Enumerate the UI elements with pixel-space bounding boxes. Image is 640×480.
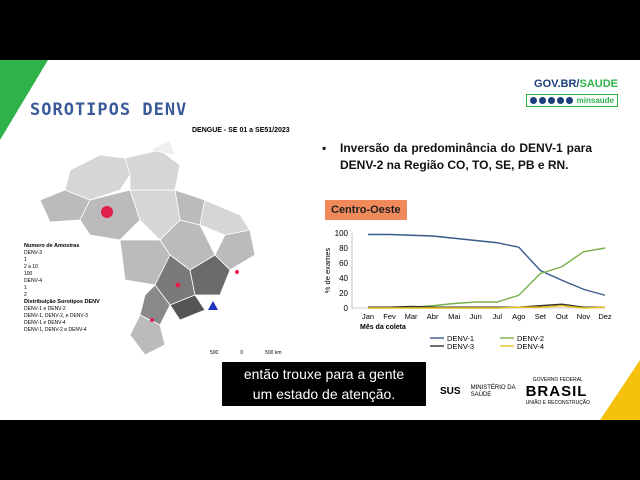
y-tick-label: 20 <box>339 289 348 298</box>
x-tick-label: Set <box>535 312 547 321</box>
social-handles: minsaude <box>525 94 618 107</box>
map-scale-labels: 500 0 500 km <box>210 350 282 356</box>
scale-label: 0 <box>240 350 244 356</box>
bullet-text: Inversão da predominância do DENV-1 para… <box>340 141 592 172</box>
ministry-logo: MINISTÉRIO DA SAÚDE <box>471 385 516 399</box>
series-line-denv-4 <box>368 305 606 309</box>
legend-denv4-label: DENV-4 <box>24 278 43 284</box>
federal-government-logo: GOVERNO FEDERAL BRASIL UNIÃO E RECONSTRU… <box>526 377 590 406</box>
tiktok-icon <box>565 97 573 104</box>
series-line-denv-2 <box>368 247 606 308</box>
gov-url-suffix: SAUDE <box>579 78 618 90</box>
legend-denv3-item: 2 a 10 <box>24 264 38 270</box>
y-tick-label: 100 <box>335 229 349 238</box>
legend-label: DENV-1 <box>447 334 474 343</box>
gf-top-text: GOVERNO FEDERAL <box>532 377 583 383</box>
ministry-line2: SAÚDE <box>470 391 492 398</box>
scale-label: 500 km <box>265 350 282 356</box>
legend-dist-item: DENV-1, DENV-2 e DENV-4 <box>24 327 87 333</box>
legend-dist-item: DENV-1 e DENV-4 <box>24 320 66 326</box>
facebook-icon <box>529 97 537 104</box>
legend-denv3-item: 1 <box>24 257 27 263</box>
map-legend: Numero de Amostras DENV-3 1 2 a 10 100 D… <box>24 243 100 334</box>
ministry-line1: MINISTÉRIO DA <box>470 384 516 391</box>
gf-bottom-text: UNIÃO E RECONSTRUÇÃO <box>525 400 591 406</box>
y-tick-label: 40 <box>339 274 348 283</box>
yellow-corner-decoration <box>600 360 640 420</box>
legend-label: DENV-4 <box>517 342 544 351</box>
y-tick-label: 60 <box>339 259 348 268</box>
x-tick-label: Mai <box>448 312 460 321</box>
legend-label: DENV-3 <box>447 342 474 351</box>
denv3-marker <box>150 318 154 322</box>
instagram-icon <box>538 97 546 104</box>
x-tick-label: Mar <box>405 312 418 321</box>
legend-denv4-item: 2 <box>24 292 27 298</box>
denv3-marker <box>101 206 113 218</box>
denv3-marker <box>235 270 239 274</box>
y-axis-label: % de exames <box>323 248 332 294</box>
region-badge: Centro-Oeste <box>325 200 407 220</box>
legend-denv4-item: 1 <box>24 285 27 291</box>
y-tick-label: 0 <box>344 304 349 313</box>
legend-dist-label: Distribuição Sorotipos DENV <box>24 299 100 305</box>
gov-url-prefix: GOV.BR/ <box>534 78 580 90</box>
x-tick-label: Nov <box>577 312 591 321</box>
denv4-marker <box>208 301 218 310</box>
bullet-icon: ▪ <box>322 141 327 155</box>
social-handle: minsaude <box>576 96 614 105</box>
x-tick-label: Fev <box>383 312 396 321</box>
legend-dist-item: DENV-1, DENV-2, e DENV-3 <box>24 313 88 319</box>
legend-dist-item: DENV-1 e DENV-2 <box>24 306 66 312</box>
map-state <box>189 254 231 296</box>
map-title: DENGUE - SE 01 a SE51/2023 <box>192 127 290 134</box>
map-state <box>169 294 206 321</box>
brazil-map <box>39 139 256 356</box>
map-state <box>214 229 256 271</box>
footer-logos: SUS MINISTÉRIO DA SAÚDE GOVERNO FEDERAL … <box>440 377 590 406</box>
youtube-icon <box>556 97 564 104</box>
presentation-slide: SOROTIPOS DENV GOV.BR/SAUDE minsaude DEN… <box>0 60 640 420</box>
series-line-denv-1 <box>368 233 606 296</box>
map-state <box>129 314 166 356</box>
x-tick-label: Dez <box>598 312 612 321</box>
x-tick-label: Ago <box>512 312 525 321</box>
twitter-icon <box>547 97 555 104</box>
y-tick-label: 80 <box>339 244 348 253</box>
scale-label: 500 <box>210 350 219 356</box>
map-state <box>148 139 176 156</box>
gov-url: GOV.BR/SAUDE <box>526 78 618 90</box>
x-axis-label: Mês da coleta <box>360 324 406 331</box>
gov-branding: GOV.BR/SAUDE minsaude <box>525 78 618 107</box>
legend-title: Numero de Amostras <box>24 243 80 249</box>
map-state <box>199 199 251 236</box>
brasil-wordmark: BRASIL <box>525 383 588 400</box>
x-tick-label: Jan <box>362 312 374 321</box>
series-line-denv-3 <box>368 303 605 308</box>
caption-line: um estado de atenção. <box>252 386 396 402</box>
x-tick-label: Abr <box>427 312 439 321</box>
denv3-marker <box>175 282 181 288</box>
slide-title: SOROTIPOS DENV <box>30 100 188 120</box>
line-chart: 0 20 40 60 80 100 Jan Fev Mar Abr Mai Jun Jul Ago Set O… <box>323 229 612 351</box>
bullet-point: ▪ Inversão da predominância do DENV-1 pa… <box>322 140 592 174</box>
x-tick-label: Out <box>556 312 569 321</box>
legend-denv3-item: 100 <box>24 271 33 277</box>
legend-label: DENV-2 <box>517 334 544 343</box>
x-tick-label: Jun <box>470 312 482 321</box>
sus-logo: SUS <box>440 386 461 397</box>
caption-line: então trouxe para a gente <box>243 366 405 382</box>
green-corner-decoration <box>0 60 48 140</box>
legend-denv3-label: DENV-3 <box>24 250 43 256</box>
subtitle-caption: então trouxe para a gente um estado de a… <box>222 362 426 406</box>
x-tick-label: Jul <box>492 312 502 321</box>
